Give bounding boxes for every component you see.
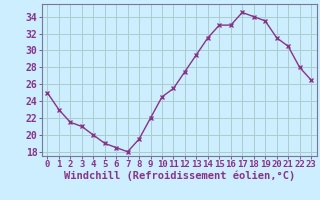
X-axis label: Windchill (Refroidissement éolien,°C): Windchill (Refroidissement éolien,°C) <box>64 171 295 181</box>
